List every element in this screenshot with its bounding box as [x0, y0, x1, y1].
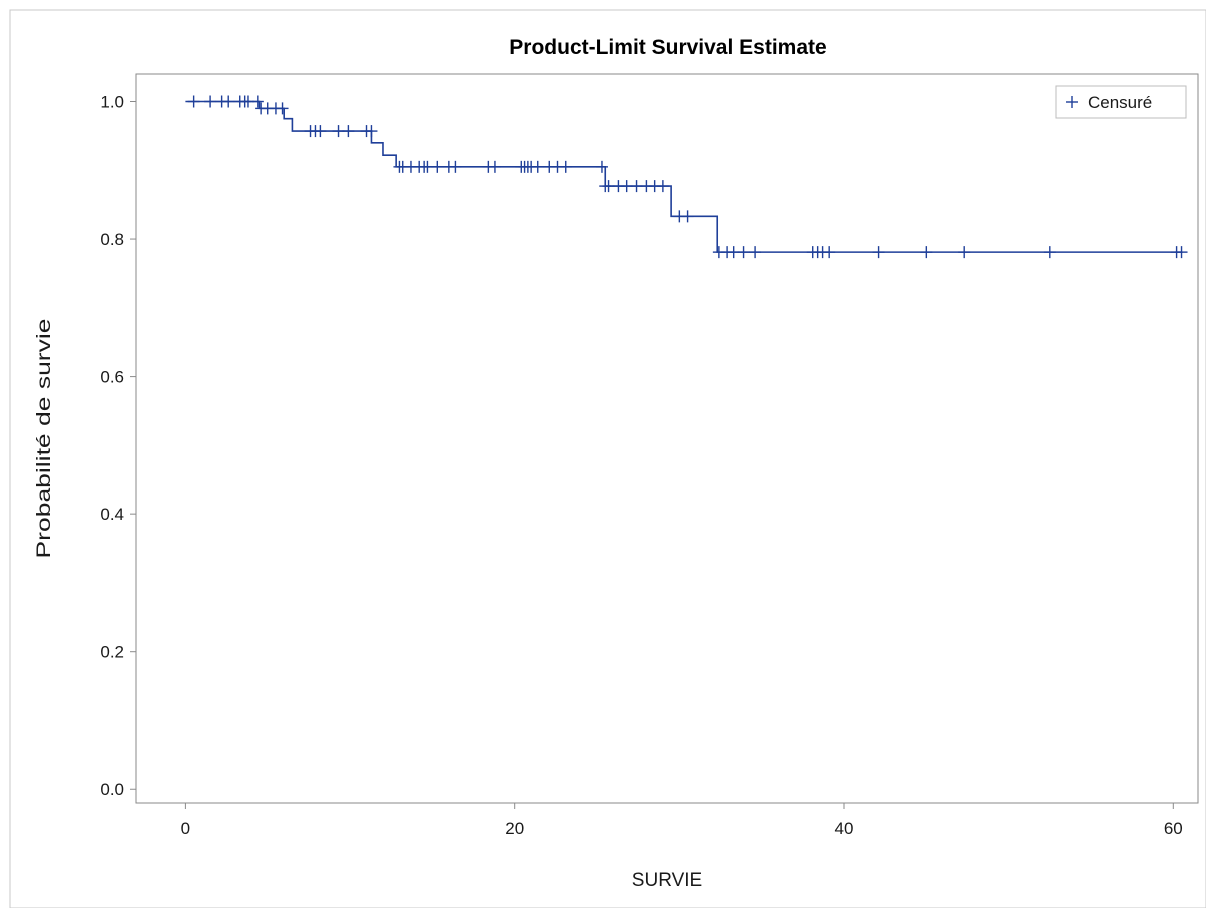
y-tick-label: 0.2: [100, 643, 124, 662]
censored-marker: [531, 160, 544, 173]
survival-series: [185, 95, 1188, 259]
y-axis: 0.0 0.2 0.4 0.6 0.8 1.0: [100, 93, 136, 799]
censored-marker: [251, 95, 264, 108]
y-axis-title: Probabilité de survie: [34, 319, 55, 559]
x-tick-label: 0: [181, 819, 190, 838]
censored-marker: [595, 160, 608, 173]
censored-marker: [872, 246, 885, 259]
censored-marker: [681, 210, 694, 223]
legend-label: Censuré: [1088, 93, 1152, 112]
x-tick-label: 20: [505, 819, 524, 838]
y-tick-label: 0.0: [100, 780, 124, 799]
x-tick-label: 40: [835, 819, 854, 838]
censored-marker: [1175, 246, 1188, 259]
legend: Censuré: [1055, 85, 1187, 119]
censored-marker: [431, 160, 444, 173]
censored-marker: [920, 246, 933, 259]
x-tick-label: 60: [1164, 819, 1183, 838]
censored-marker: [222, 95, 235, 108]
censored-marker: [204, 95, 217, 108]
x-axis: 0 20 40 60: [181, 803, 1183, 838]
censored-marker: [823, 246, 836, 259]
y-tick-label: 1.0: [100, 93, 124, 112]
censored-marker: [449, 160, 462, 173]
censored-marker: [749, 246, 762, 259]
y-tick-label: 0.4: [100, 505, 124, 524]
censored-marker: [276, 102, 289, 115]
censored-marker: [737, 246, 750, 259]
censored-marker: [488, 160, 501, 173]
censored-marker: [559, 160, 572, 173]
y-tick-label: 0.8: [100, 230, 124, 249]
censored-marker: [958, 246, 971, 259]
censored-marker: [656, 180, 669, 193]
x-axis-title: SURVIE: [632, 870, 702, 891]
censored-marker: [365, 125, 378, 138]
y-tick-label: 0.6: [100, 368, 124, 387]
chart-border: [9, 9, 1206, 908]
chart-title: Product-Limit Survival Estimate: [509, 36, 826, 59]
plot-area: [135, 73, 1199, 804]
survival-step-line: [185, 100, 1182, 253]
censored-marker: [342, 125, 355, 138]
censored-marker: [1043, 246, 1056, 259]
censored-marker: [187, 95, 200, 108]
censored-marker: [314, 125, 327, 138]
